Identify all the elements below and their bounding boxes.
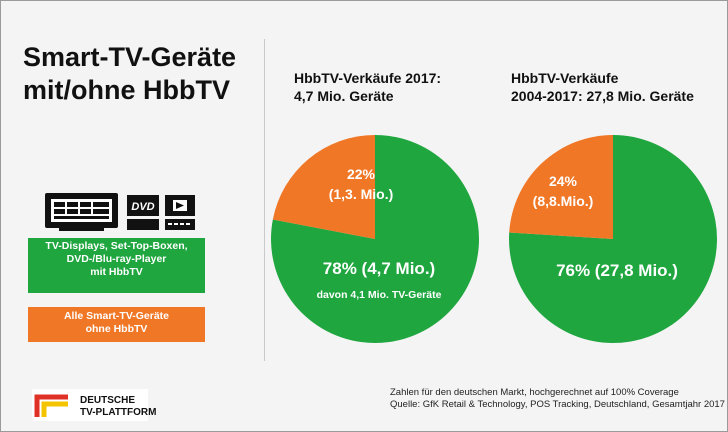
- pie-2017-title: HbbTV-Verkäufe 2017: 4,7 Mio. Geräte: [294, 69, 441, 105]
- pie-total-orange-label-1: 24%: [549, 173, 578, 189]
- legend-hbbtv: TV-Displays, Set-Top-Boxen, DVD-/Blu-ray…: [28, 238, 205, 293]
- pie-total-title-line-1: HbbTV-Verkäufe: [511, 70, 619, 86]
- pie-2017-green-sublabel: davon 4,1 Mio. TV-Geräte: [317, 289, 442, 301]
- pie-total-orange-label-2: (8,8.Mio.): [533, 193, 594, 209]
- legend-no-hbbtv-line-2: ohne HbbTV: [85, 323, 148, 335]
- pie-2017-orange-label-1: 22%: [347, 166, 376, 182]
- logo-deutsche-tv-plattform: DEUTSCHE TV-PLATTFORM: [32, 389, 156, 421]
- pie-2017-green-label: 78% (4,7 Mio.): [323, 259, 435, 278]
- logo-line-1: DEUTSCHE: [80, 395, 136, 406]
- legend-no-hbbtv: Alle Smart-TV-Geräte ohne HbbTV: [28, 307, 205, 342]
- pie-2017-orange-label-2: (1,3. Mio.): [329, 186, 394, 202]
- pie-2017-title-line-1: HbbTV-Verkäufe 2017:: [294, 70, 442, 86]
- pie-chart-2004-2017: 24% (8,8.Mio.) 76% (27,8 Mio.): [509, 135, 717, 343]
- footnote-line-1: Zahlen für den deutschen Markt, hochgere…: [390, 387, 679, 398]
- legend-hbbtv-line-1: TV-Displays, Set-Top-Boxen,: [45, 240, 188, 252]
- footnote-line-2: Quelle: GfK Retail & Technology, POS Tra…: [390, 398, 725, 410]
- pie-2017-slice-no-hbbtv: [272, 135, 375, 239]
- source-footnote: Zahlen für den deutschen Markt, hochgere…: [390, 387, 725, 410]
- title-line-2: mit/ohne HbbTV: [23, 75, 230, 105]
- pie-total-title: HbbTV-Verkäufe 2004-2017: 27,8 Mio. Gerä…: [511, 69, 694, 105]
- legend-hbbtv-line-2: DVD-/Blu-ray-Player: [66, 253, 167, 265]
- page-title: Smart-TV-Geräte mit/ohne HbbTV: [23, 41, 253, 107]
- pie-total-slice-no-hbbtv: [509, 135, 613, 239]
- dvd-player-icon: DVD: [127, 195, 159, 230]
- legend-no-hbbtv-line-1: Alle Smart-TV-Geräte: [63, 310, 170, 322]
- dvd-label: DVD: [131, 201, 154, 213]
- logo-text: DEUTSCHE TV-PLATTFORM: [80, 395, 156, 418]
- pie-chart-2017: 22% (1,3. Mio.) 78% (4,7 Mio.) davon 4,1…: [271, 135, 479, 343]
- divider: [264, 39, 265, 361]
- pie-total-green-label: 76% (27,8 Mio.): [556, 261, 678, 280]
- legend-hbbtv-line-3: mit HbbTV: [90, 266, 143, 278]
- logo-line-2: TV-PLATTFORM: [80, 406, 157, 418]
- tv-display-icon: [45, 193, 118, 231]
- pie-2017-title-line-2: 4,7 Mio. Geräte: [294, 88, 394, 104]
- devices-icon: DVD: [45, 193, 195, 231]
- title-line-1: Smart-TV-Geräte: [23, 42, 237, 72]
- bluray-player-icon: [165, 195, 195, 230]
- pie-total-title-line-2: 2004-2017: 27,8 Mio. Geräte: [511, 88, 694, 104]
- logo-icon: [34, 394, 68, 417]
